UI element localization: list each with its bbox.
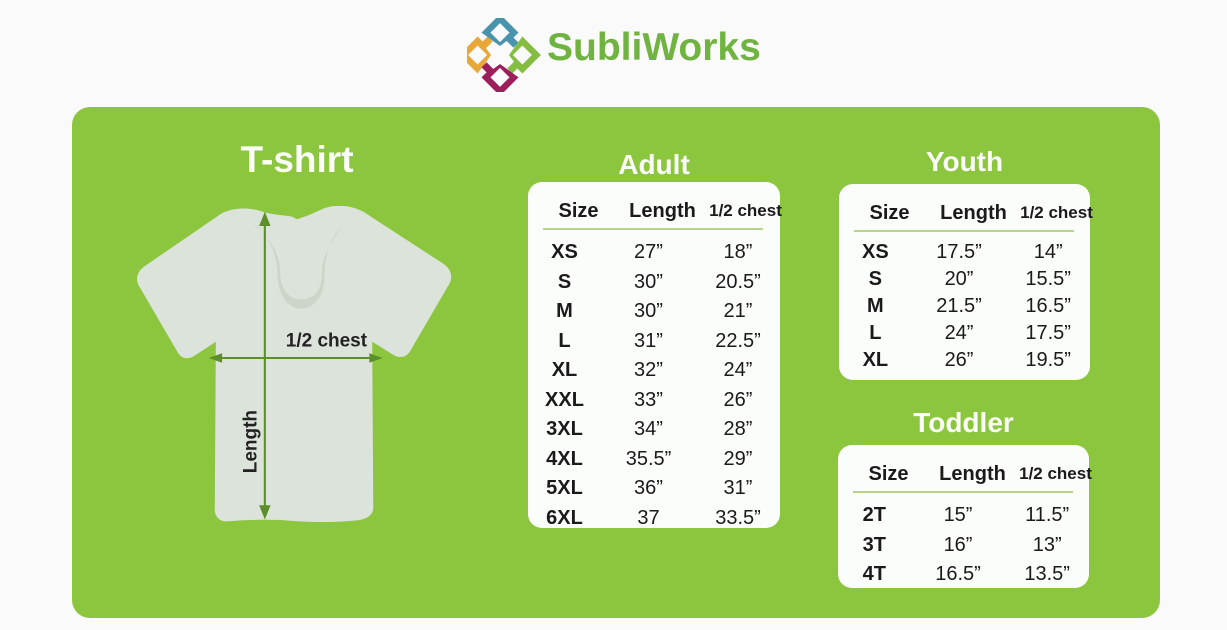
svg-text:1/2 chest: 1/2 chest <box>286 331 368 352</box>
svg-text:Length: Length <box>240 410 261 473</box>
